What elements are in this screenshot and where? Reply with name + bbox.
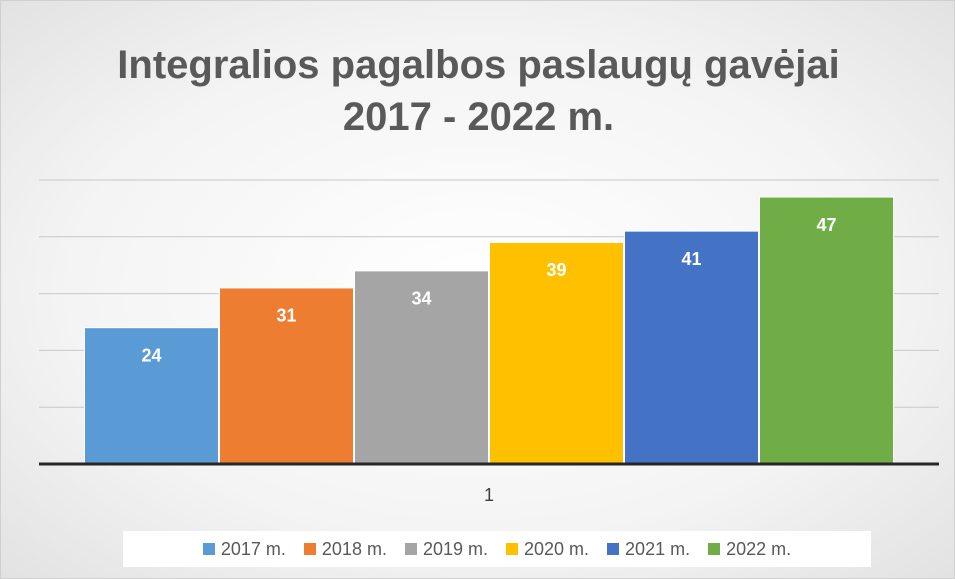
legend-item: 2017 m.	[202, 538, 286, 560]
legend-item: 2022 m.	[708, 539, 791, 560]
bar	[624, 230, 759, 465]
bar	[219, 287, 354, 465]
legend-item: 2021 m.	[607, 539, 690, 560]
data-label: 31	[276, 306, 296, 326]
legend-swatch	[202, 543, 215, 555]
legend-swatch	[607, 543, 620, 555]
legend-item: 2020 m.	[506, 539, 589, 560]
data-label: 24	[141, 345, 161, 365]
bar	[84, 327, 219, 465]
legend-label: 2021 m.	[625, 538, 691, 559]
legend-label: 2019 m.	[422, 538, 488, 559]
bar	[489, 241, 624, 465]
legend-label: 2018 m.	[321, 538, 387, 559]
legend: 2017 m. 2018 m. 2019 m. 2020 m. 2021 m. 2022 …	[123, 531, 871, 567]
legend-label: 2017 m.	[220, 538, 286, 559]
chart-title: Integralios pagalbos paslaugų gavėjai 20…	[117, 43, 840, 139]
legend-swatch	[708, 543, 721, 555]
bar	[354, 270, 489, 465]
data-label: 34	[411, 289, 431, 309]
legend-item: 2019 m.	[404, 538, 488, 560]
legend-swatch	[506, 543, 518, 555]
x-tick-label: 1	[484, 485, 494, 505]
legend-swatch	[404, 543, 417, 555]
legend-label: 2022 m.	[726, 538, 792, 559]
bar	[759, 196, 894, 465]
data-label: 41	[681, 249, 701, 269]
legend-swatch	[303, 543, 316, 555]
data-label: 47	[816, 215, 836, 235]
data-label: 39	[546, 260, 566, 280]
legend-label: 2020 m.	[524, 538, 590, 559]
legend-item: 2018 m.	[303, 538, 387, 560]
